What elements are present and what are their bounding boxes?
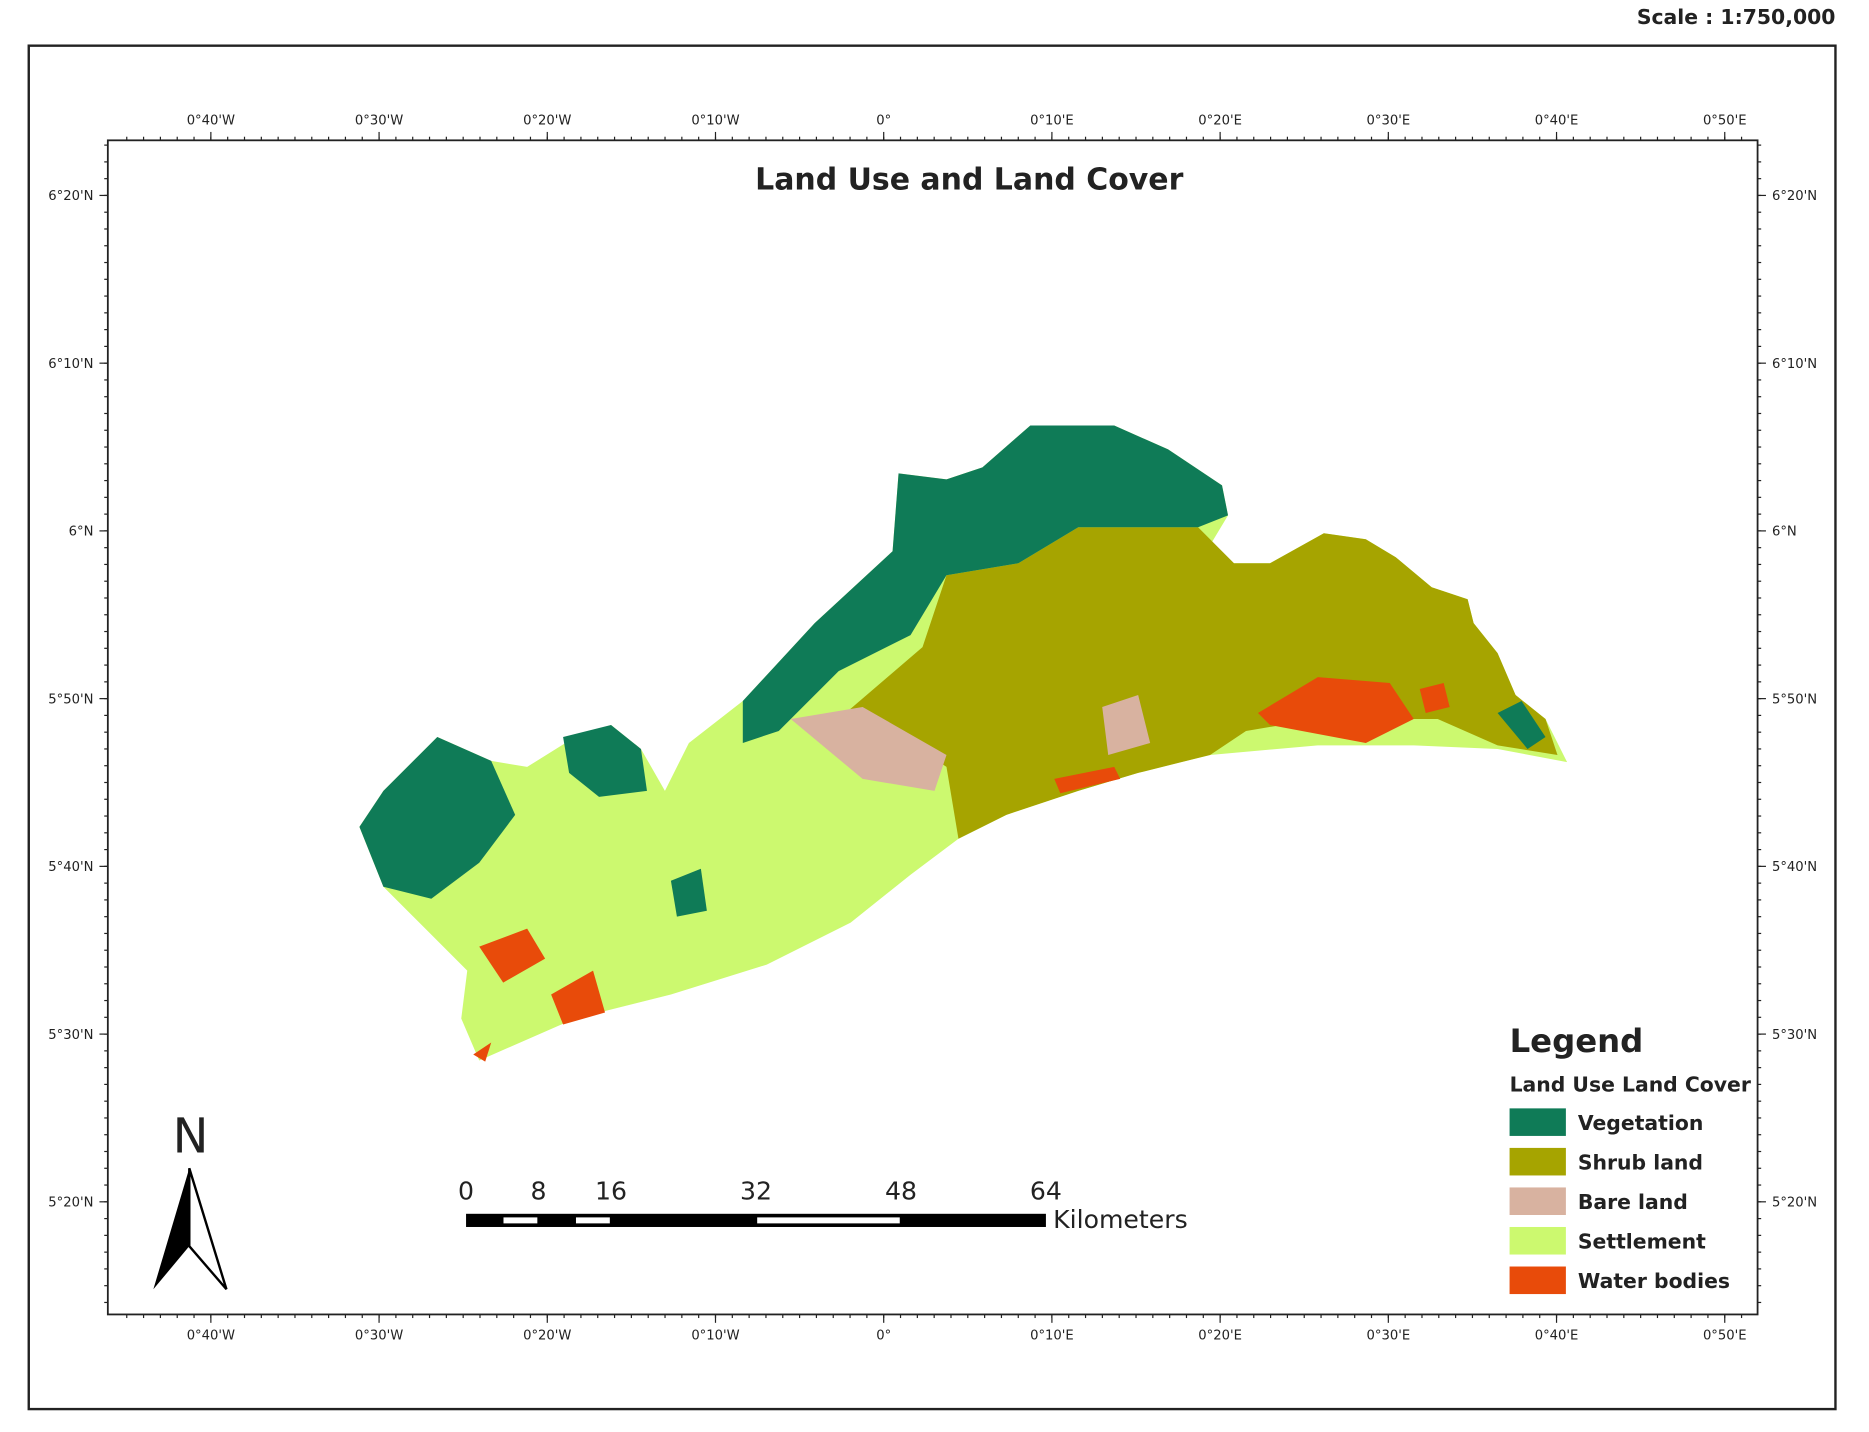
legend-swatch bbox=[1509, 1147, 1566, 1176]
vegetation-area bbox=[742, 425, 1229, 743]
latitude-label: 5°50'N bbox=[1772, 692, 1817, 707]
latitude-label: 5°30'N bbox=[1772, 1028, 1817, 1043]
longitude-label: 0° bbox=[876, 1329, 891, 1344]
longitude-label: 0°10'W bbox=[691, 1329, 739, 1344]
longitude-label: 0°20'E bbox=[1198, 114, 1242, 129]
legend-label: Settlement bbox=[1578, 1230, 1706, 1254]
north-label: N bbox=[173, 1110, 209, 1165]
longitude-label: 0°30'W bbox=[355, 114, 403, 129]
legend: Legend Land Use Land Cover Vegetation Shr… bbox=[1509, 1022, 1751, 1295]
vegetation-area bbox=[563, 724, 647, 797]
outer-frame bbox=[27, 44, 1837, 1411]
latitude-label: 6°N bbox=[69, 525, 94, 540]
scale-bar-label: 8 bbox=[531, 1176, 547, 1205]
latitude-label: 5°40'N bbox=[48, 860, 93, 875]
latitude-label: 6°N bbox=[1772, 525, 1797, 540]
scale-bar-label: 0 bbox=[458, 1176, 474, 1205]
latitude-label: 5°40'N bbox=[1772, 860, 1817, 875]
arrow-left bbox=[153, 1168, 190, 1290]
scale-bar-segment bbox=[575, 1217, 610, 1224]
longitude-label: 0°10'W bbox=[691, 114, 739, 129]
legend-swatch bbox=[1509, 1266, 1566, 1295]
vegetation-area bbox=[359, 736, 516, 899]
land-cover bbox=[359, 425, 1568, 1062]
scale-bar-label: 64 bbox=[1030, 1176, 1062, 1205]
legend-label: Water bodies bbox=[1578, 1269, 1730, 1293]
longitude-label: 0°20'W bbox=[523, 114, 571, 129]
scale-bar-label: 16 bbox=[595, 1176, 627, 1205]
water-area bbox=[479, 928, 546, 983]
water-area bbox=[473, 1042, 492, 1062]
longitude-label: 0°50'E bbox=[1703, 114, 1747, 129]
longitude-label: 0°50'E bbox=[1703, 1329, 1747, 1344]
longitude-label: 0°30'W bbox=[355, 1329, 403, 1344]
map-frame bbox=[106, 139, 1759, 1316]
latitude-label: 6°10'N bbox=[48, 357, 93, 372]
legend-label: Vegetation bbox=[1578, 1111, 1704, 1135]
scale-bar-segment bbox=[503, 1217, 538, 1224]
scale-bar-frame bbox=[466, 1213, 1046, 1227]
scale-text: Scale : 1:750,000 bbox=[1637, 5, 1836, 29]
longitude-label: 0°20'E bbox=[1198, 1329, 1242, 1344]
water-area bbox=[1054, 766, 1121, 794]
scale-bar-label: 48 bbox=[885, 1176, 917, 1205]
longitude-label: 0°20'W bbox=[523, 1329, 571, 1344]
longitude-label: 0°40'E bbox=[1535, 114, 1579, 129]
legend-subtitle: Land Use Land Cover bbox=[1510, 1073, 1751, 1097]
shrub-area bbox=[838, 527, 1558, 839]
map-title: Land Use and Land Cover bbox=[755, 162, 1183, 197]
scale-bar-label: 32 bbox=[740, 1176, 772, 1205]
scale-bar-unit: Kilometers bbox=[1053, 1205, 1188, 1234]
north-arrow: N bbox=[153, 1110, 228, 1291]
legend-label: Shrub land bbox=[1578, 1150, 1703, 1174]
arrow-right bbox=[188, 1167, 228, 1291]
legend-swatch bbox=[1509, 1108, 1566, 1136]
latitude-label: 6°20'N bbox=[1772, 189, 1817, 204]
water-area bbox=[551, 970, 606, 1025]
water-area bbox=[1257, 677, 1414, 743]
latitude-label: 6°10'N bbox=[1772, 357, 1817, 372]
latitude-label: 5°20'N bbox=[48, 1196, 93, 1211]
bare-area bbox=[790, 707, 947, 791]
longitude-label: 0°10'E bbox=[1030, 1329, 1074, 1344]
water-area bbox=[1419, 683, 1450, 714]
legend-title: Legend bbox=[1510, 1022, 1644, 1060]
latitude-label: 5°30'N bbox=[48, 1028, 93, 1043]
latitude-label: 5°20'N bbox=[1772, 1196, 1817, 1211]
vegetation-area bbox=[1497, 701, 1546, 749]
vegetation-area bbox=[670, 868, 707, 917]
scale-bar-segment bbox=[757, 1217, 900, 1224]
legend-swatch bbox=[1509, 1187, 1566, 1215]
longitude-label: 0°10'E bbox=[1030, 114, 1074, 129]
longitude-label: 0°30'E bbox=[1367, 114, 1411, 129]
longitude-label: 0°40'E bbox=[1535, 1329, 1579, 1344]
longitude-label: 0°30'E bbox=[1367, 1329, 1411, 1344]
bare-area bbox=[1102, 695, 1151, 755]
longitude-label: 0° bbox=[876, 114, 891, 129]
longitude-label: 0°40'W bbox=[187, 114, 235, 129]
latitude-label: 6°20'N bbox=[48, 189, 93, 204]
longitude-label: 0°40'W bbox=[187, 1329, 235, 1344]
legend-swatch bbox=[1509, 1226, 1566, 1255]
legend-label: Bare land bbox=[1578, 1190, 1688, 1214]
latitude-label: 5°50'N bbox=[48, 692, 93, 707]
